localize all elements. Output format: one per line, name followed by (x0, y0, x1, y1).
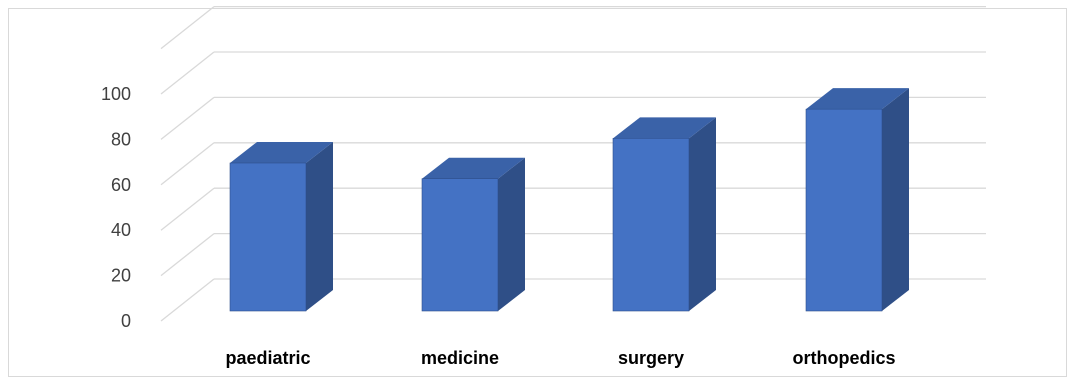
bar-front-medicine (421, 178, 499, 312)
bar-orthopedics (805, 88, 909, 312)
y-tick-label-100: 100 (101, 84, 131, 104)
y-tick-label-40: 40 (111, 220, 131, 240)
x-category-label-paediatric: paediatric (225, 348, 310, 368)
bar-front-orthopedics (805, 108, 883, 312)
gridline-side-0 (160, 278, 215, 322)
bars-layer (229, 88, 909, 312)
bar-top-surgery (613, 117, 716, 139)
x-axis-category-labels: paediatric medicine surgery orthopedics (225, 348, 895, 368)
gridline-side-60 (160, 142, 215, 186)
bar-side-surgery (689, 117, 716, 311)
bar-top-orthopedics (806, 88, 909, 110)
gridline-side-100 (160, 51, 215, 95)
y-axis-tick-labels: 0 20 40 60 80 100 (101, 84, 131, 331)
bar-side-paediatric (306, 142, 333, 311)
bar-paediatric (229, 142, 333, 312)
bar-top-medicine (422, 157, 525, 179)
gridline-side-20 (160, 233, 215, 277)
x-category-label-surgery: surgery (618, 348, 684, 368)
bar-top-paediatric (230, 142, 333, 163)
y-tick-label-60: 60 (111, 175, 131, 195)
x-category-label-orthopedics: orthopedics (792, 348, 895, 368)
gridline-side-80 (160, 96, 215, 140)
bar-front-paediatric (229, 162, 307, 312)
gridline-side-40 (160, 187, 215, 231)
y-tick-label-0: 0 (121, 311, 131, 331)
bar-medicine (421, 157, 525, 312)
y-tick-label-20: 20 (111, 266, 131, 286)
bar-front-surgery (612, 138, 690, 312)
x-category-label-medicine: medicine (421, 348, 499, 368)
y-tick-label-80: 80 (111, 129, 131, 149)
bar-side-medicine (498, 157, 525, 311)
bar-side-orthopedics (882, 88, 909, 311)
gridline-side-120 (160, 6, 215, 50)
bar-surgery (612, 117, 716, 312)
